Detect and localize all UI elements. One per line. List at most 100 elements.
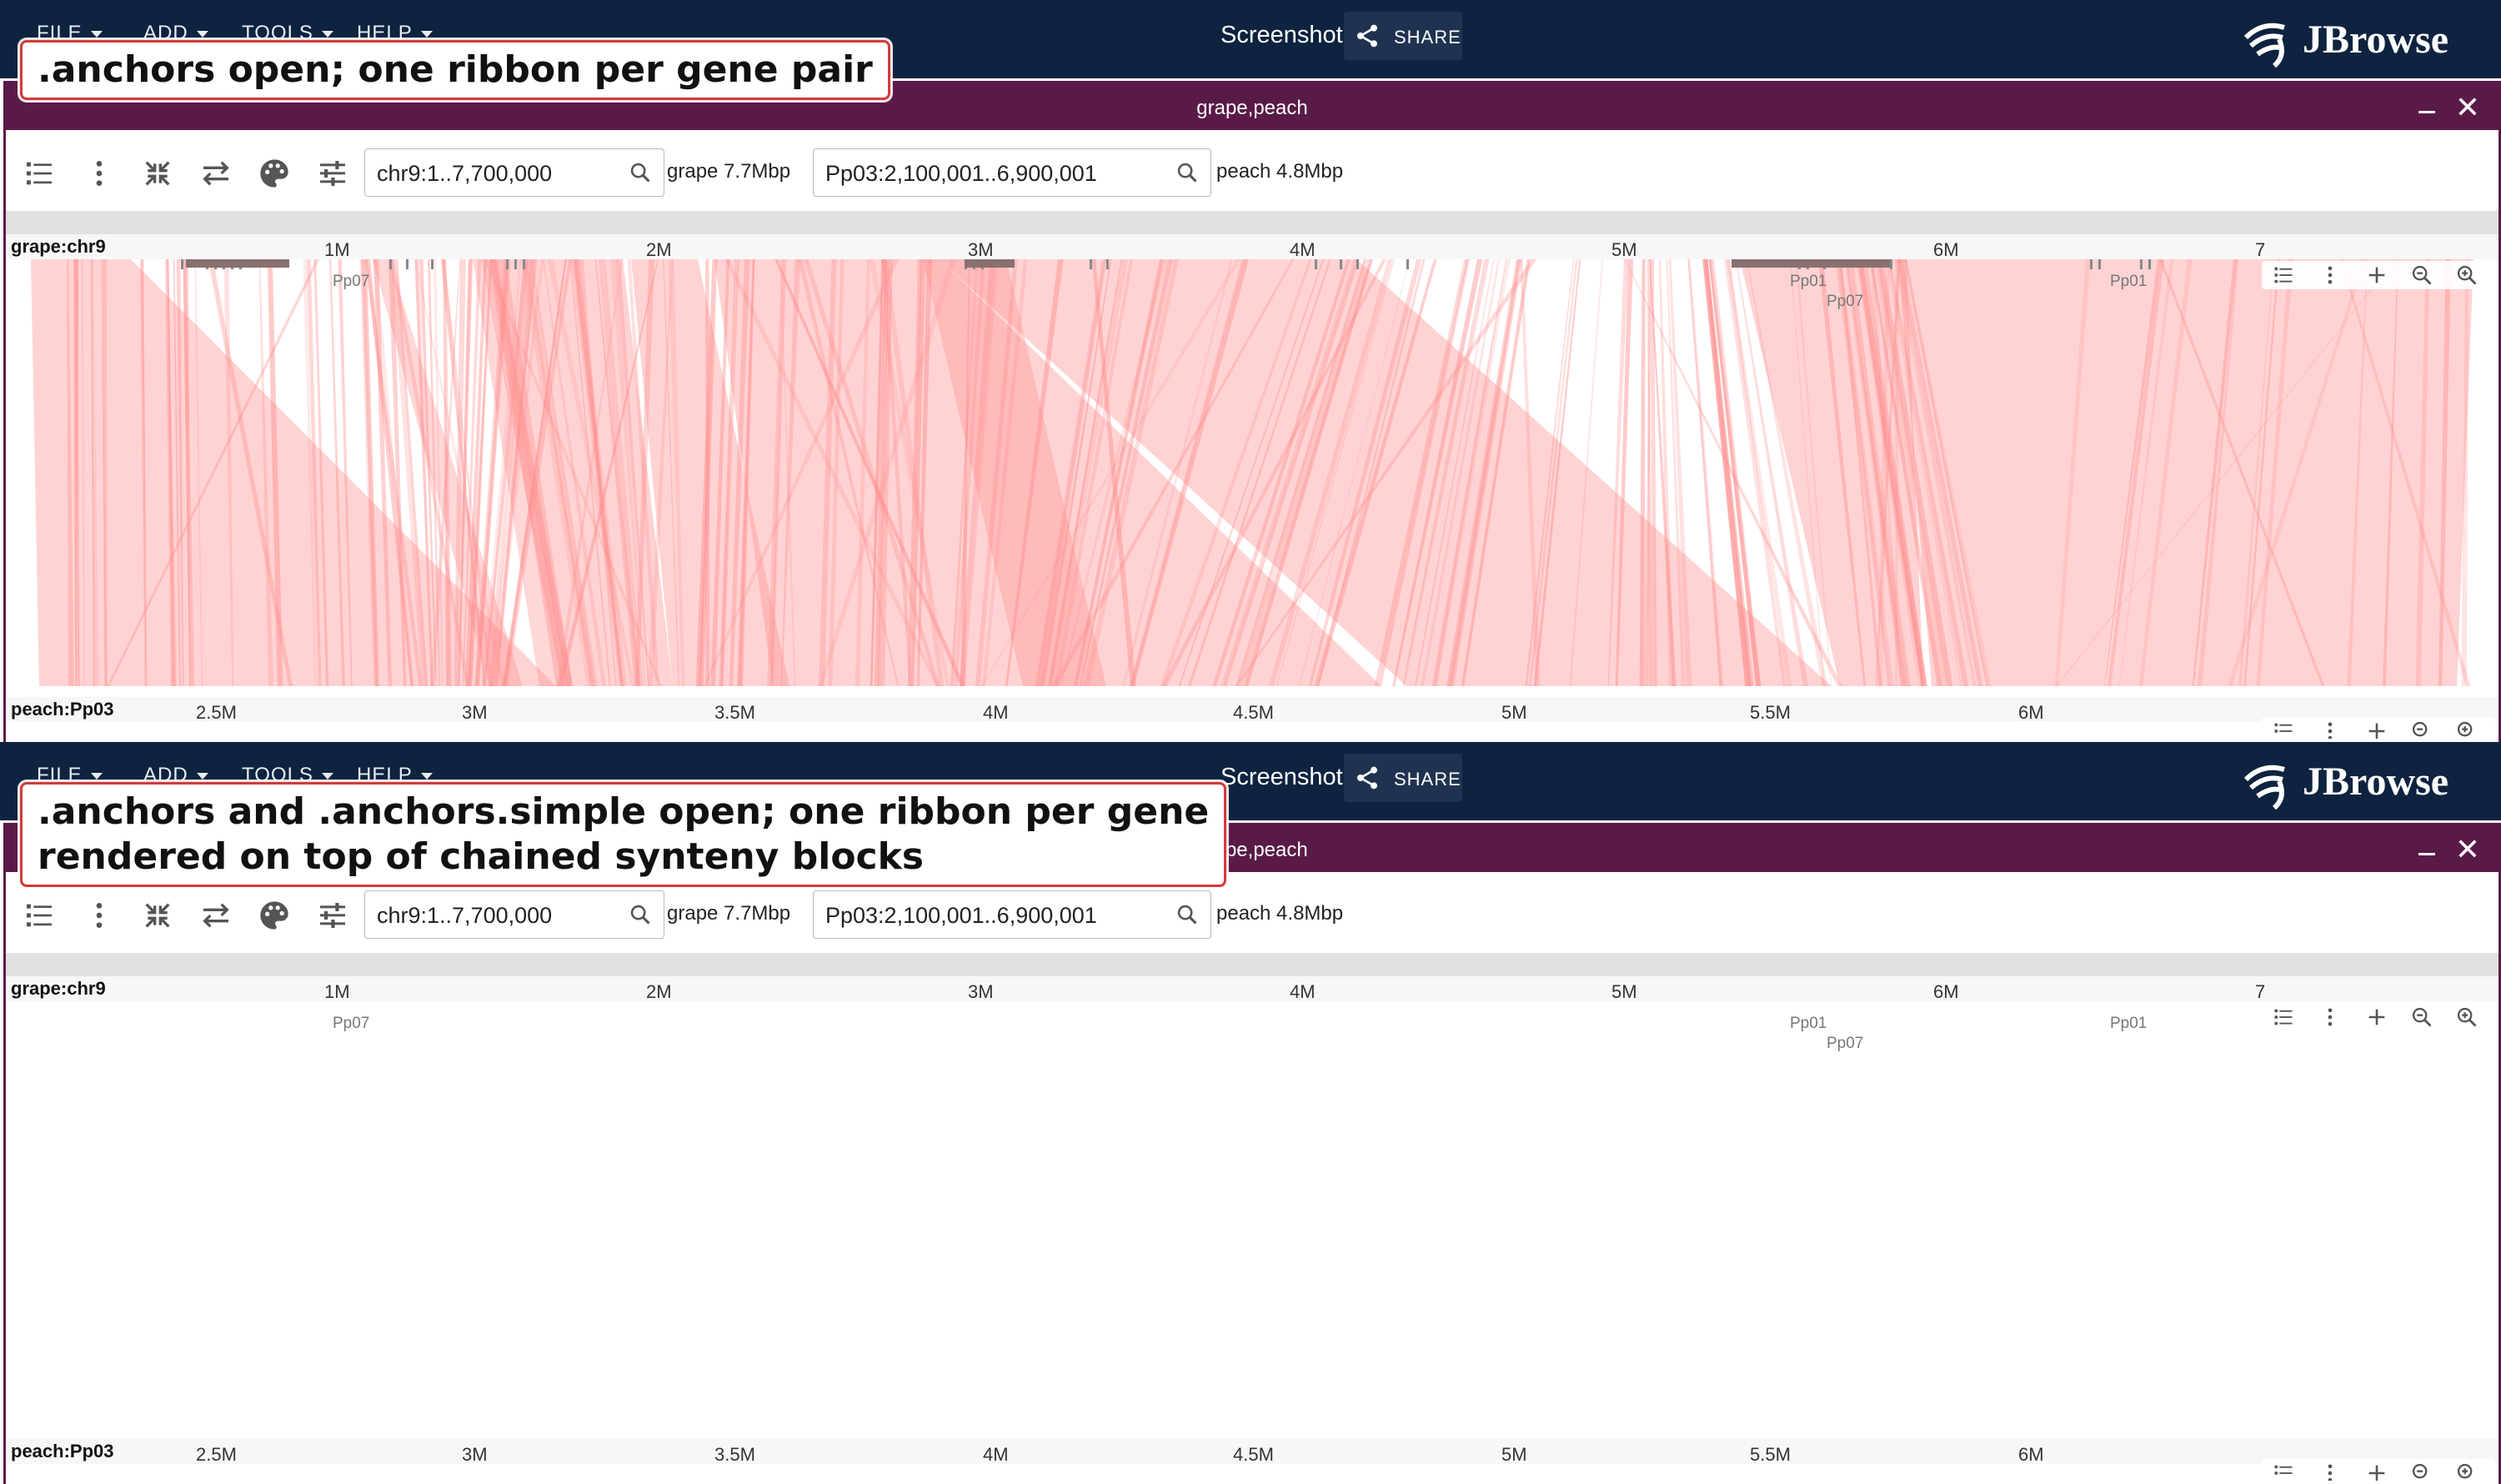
gene-pair-ribbon[interactable] bbox=[1187, 259, 1331, 686]
gene-pair-ribbon[interactable] bbox=[1317, 259, 1426, 686]
synteny-block[interactable] bbox=[714, 259, 1381, 686]
gene-pair-ribbon[interactable] bbox=[1074, 259, 1164, 686]
gene-pair-ribbon[interactable] bbox=[474, 259, 509, 686]
gene-pair-ribbon[interactable] bbox=[1873, 259, 1949, 686]
gene-pair-ribbon[interactable] bbox=[1840, 259, 1882, 686]
track-list-icon[interactable] bbox=[2272, 719, 2295, 739]
gene-pair-ribbon[interactable] bbox=[1708, 259, 1761, 686]
gene-pair-ribbon[interactable] bbox=[1726, 259, 1792, 686]
gene-pair-ribbon[interactable] bbox=[2138, 259, 2193, 686]
gene-pair-ribbon[interactable] bbox=[1268, 259, 1393, 686]
gene-pair-ribbon[interactable] bbox=[1887, 259, 1969, 686]
zoom-out-icon[interactable] bbox=[2410, 1005, 2433, 1029]
gene-pair-ribbon[interactable] bbox=[1704, 259, 1751, 686]
gene-pair-ribbon[interactable] bbox=[81, 259, 85, 686]
gene-pair-ribbon[interactable] bbox=[1869, 259, 1943, 686]
gene-pair-ribbon[interactable] bbox=[574, 259, 624, 686]
gene-pair-ribbon[interactable] bbox=[959, 259, 996, 686]
gene-pair-ribbon[interactable] bbox=[1276, 259, 1395, 686]
gene-pair-ribbon[interactable] bbox=[483, 259, 565, 686]
gene-pair-ribbon[interactable] bbox=[1079, 259, 1174, 686]
gene-pair-ribbon[interactable] bbox=[1876, 259, 1949, 686]
gene-pair-ribbon[interactable] bbox=[388, 259, 407, 686]
gene-pair-ribbon[interactable] bbox=[870, 259, 884, 686]
gene-pair-ribbon[interactable] bbox=[139, 259, 148, 686]
gene-feature[interactable] bbox=[181, 259, 183, 269]
gene-feature[interactable] bbox=[1890, 259, 1892, 269]
gene-pair-ribbon[interactable] bbox=[1569, 259, 1603, 686]
search-icon[interactable] bbox=[1175, 903, 1199, 926]
gene-pair-ribbon[interactable] bbox=[1658, 259, 1675, 686]
synteny-block[interactable] bbox=[31, 259, 556, 686]
zoom-in-icon[interactable] bbox=[2455, 263, 2478, 287]
gene-pair-ribbon[interactable] bbox=[140, 259, 148, 686]
gene-pair-ribbon[interactable] bbox=[705, 259, 710, 686]
gene-pair-ribbon[interactable] bbox=[1639, 259, 1646, 686]
gene-pair-ribbon[interactable] bbox=[101, 259, 107, 686]
gene-pair-ribbon[interactable] bbox=[483, 259, 529, 686]
zoom-in-icon[interactable] bbox=[2455, 1005, 2478, 1029]
gene-pair-ribbon[interactable] bbox=[1528, 259, 1578, 686]
gene-pair-ribbon[interactable] bbox=[73, 259, 80, 686]
gene-pair-ribbon[interactable] bbox=[102, 259, 108, 686]
share-button[interactable]: SHARE bbox=[1344, 12, 1462, 60]
gene-pair-ribbon[interactable] bbox=[1846, 259, 1909, 686]
gene-pair-ribbon[interactable] bbox=[1244, 259, 1373, 686]
gene-pair-ribbon[interactable] bbox=[954, 259, 985, 686]
gene-pair-ribbon[interactable] bbox=[1903, 259, 1988, 686]
gene-feature[interactable] bbox=[389, 259, 392, 269]
gene-pair-ribbon[interactable] bbox=[1702, 259, 1749, 686]
gene-pair-ribbon[interactable] bbox=[1374, 259, 1468, 686]
gene-pair-ribbon[interactable] bbox=[1735, 259, 1808, 686]
gene-pair-ribbon[interactable] bbox=[571, 259, 624, 686]
gene-pair-ribbon[interactable] bbox=[1837, 259, 1894, 686]
gene-pair-ribbon[interactable] bbox=[1402, 259, 1490, 686]
gene-pair-ribbon[interactable] bbox=[2118, 259, 2174, 686]
palette-icon[interactable] bbox=[258, 899, 291, 932]
gene-pair-ribbon[interactable] bbox=[442, 259, 492, 686]
gene-pair-ribbon[interactable] bbox=[1666, 259, 1686, 686]
gene-pair-ribbon[interactable] bbox=[2347, 259, 2368, 686]
gene-pair-ribbon[interactable] bbox=[1448, 259, 1522, 686]
gene-feature[interactable] bbox=[514, 259, 517, 269]
gene-pair-ribbon[interactable] bbox=[2192, 259, 2238, 686]
gene-pair-ribbon[interactable] bbox=[2340, 259, 2471, 686]
gene-pair-ribbon[interactable] bbox=[963, 259, 999, 686]
gene-pair-ribbon[interactable] bbox=[1121, 259, 1233, 686]
gene-pair-ribbon[interactable] bbox=[329, 259, 345, 686]
gene-pair-ribbon[interactable] bbox=[663, 259, 680, 686]
synteny-block-feature[interactable] bbox=[186, 259, 289, 268]
tune-icon[interactable] bbox=[316, 899, 349, 932]
gene-pair-ribbon[interactable] bbox=[364, 259, 423, 686]
share-button[interactable]: SHARE bbox=[1344, 754, 1462, 802]
gene-pair-ribbon[interactable] bbox=[2461, 259, 2469, 686]
gene-pair-ribbon[interactable] bbox=[668, 259, 685, 686]
gene-pair-ribbon[interactable] bbox=[1615, 259, 1634, 686]
gene-pair-ribbon[interactable] bbox=[1129, 259, 1245, 686]
gene-pair-ribbon[interactable] bbox=[433, 259, 444, 686]
gene-pair-ribbon[interactable] bbox=[880, 259, 893, 686]
gene-pair-ribbon[interactable] bbox=[1421, 259, 1501, 686]
gene-pair-ribbon[interactable] bbox=[1161, 259, 1386, 686]
gene-pair-ribbon[interactable] bbox=[208, 259, 293, 686]
gene-pair-ribbon[interactable] bbox=[615, 259, 649, 686]
gene-pair-ribbon[interactable] bbox=[373, 259, 393, 686]
gene-pair-ribbon[interactable] bbox=[579, 259, 617, 686]
gene-pair-ribbon[interactable] bbox=[1687, 259, 1722, 686]
gene-pair-ribbon[interactable] bbox=[462, 259, 482, 686]
gene-pair-ribbon[interactable] bbox=[495, 259, 537, 686]
gene-pair-ribbon[interactable] bbox=[1875, 259, 1902, 686]
gene-pair-ribbon[interactable] bbox=[779, 259, 796, 686]
gene-pair-ribbon[interactable] bbox=[703, 259, 900, 686]
gene-pair-ribbon[interactable] bbox=[173, 259, 181, 686]
gene-pair-ribbon[interactable] bbox=[1790, 259, 1825, 686]
gene-pair-ribbon[interactable] bbox=[313, 259, 329, 686]
gene-pair-ribbon[interactable] bbox=[1904, 259, 1992, 686]
gene-pair-ribbon[interactable] bbox=[855, 259, 870, 686]
gene-pair-ribbon[interactable] bbox=[491, 259, 544, 686]
gene-pair-ribbon[interactable] bbox=[1795, 259, 1832, 686]
more-vert-icon[interactable] bbox=[2318, 1461, 2342, 1481]
minimize-icon[interactable] bbox=[2418, 853, 2435, 855]
gene-pair-ribbon[interactable] bbox=[1649, 259, 1677, 686]
gene-pair-ribbon[interactable] bbox=[819, 259, 837, 686]
